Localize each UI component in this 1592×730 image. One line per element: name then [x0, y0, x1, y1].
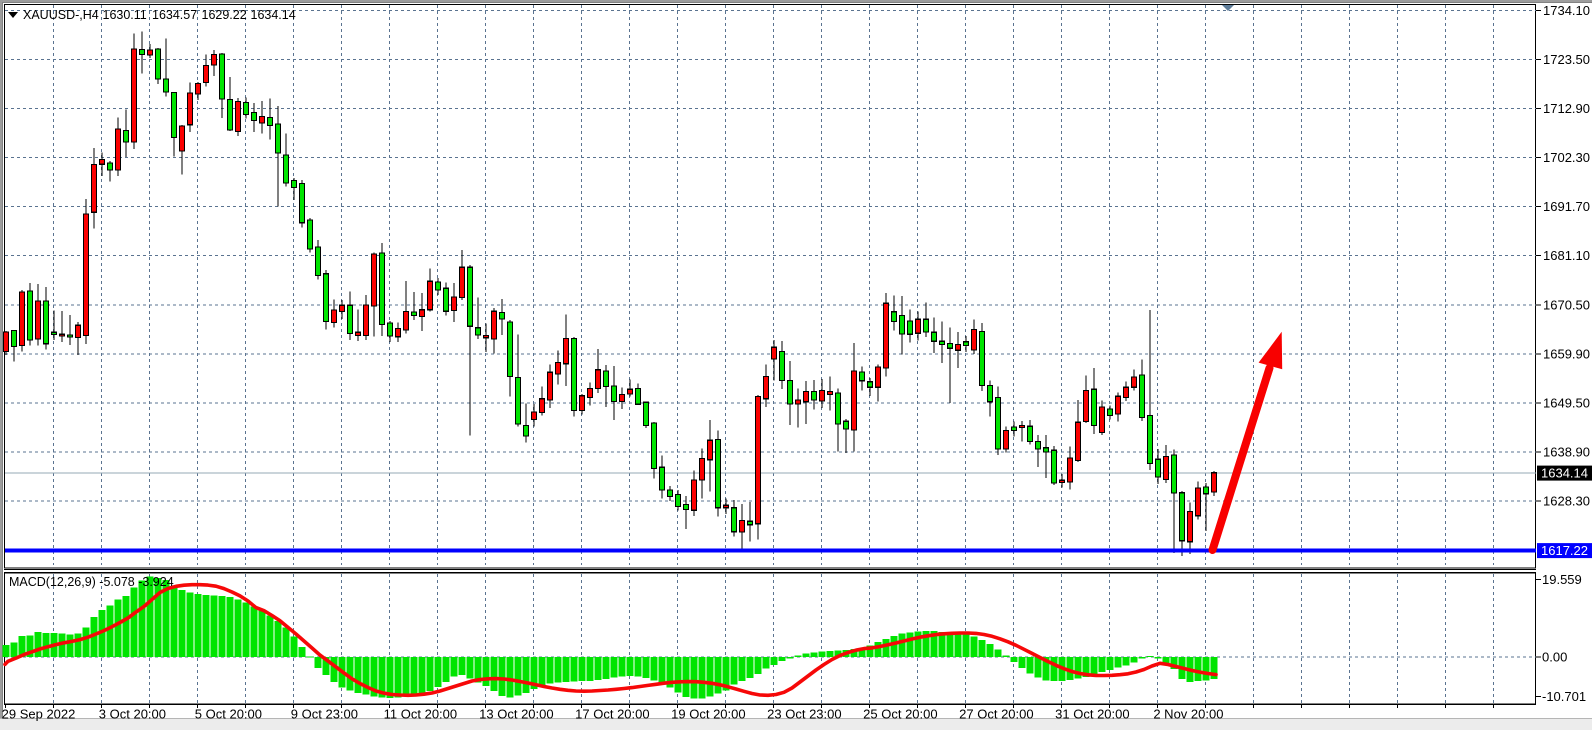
svg-text:1638.90: 1638.90 — [1543, 444, 1590, 459]
svg-text:1628.30: 1628.30 — [1543, 493, 1590, 508]
svg-text:1659.90: 1659.90 — [1543, 346, 1590, 361]
svg-text:1634.14: 1634.14 — [251, 8, 296, 22]
svg-text:1734.10: 1734.10 — [1543, 3, 1590, 18]
svg-text:1702.30: 1702.30 — [1543, 150, 1590, 165]
svg-text:1634.57: 1634.57 — [152, 8, 197, 22]
svg-text:1723.50: 1723.50 — [1543, 52, 1590, 67]
svg-text:13 Oct 20:00: 13 Oct 20:00 — [479, 707, 553, 722]
svg-text:1630.11: 1630.11 — [103, 8, 147, 22]
svg-text:XAUUSD-,H4: XAUUSD-,H4 — [23, 8, 99, 22]
svg-text:1634.14: 1634.14 — [1541, 465, 1588, 480]
svg-text:1712.90: 1712.90 — [1543, 101, 1590, 116]
svg-text:1629.22: 1629.22 — [202, 8, 247, 22]
svg-text:1681.10: 1681.10 — [1543, 248, 1590, 263]
svg-text:19 Oct 20:00: 19 Oct 20:00 — [671, 707, 745, 722]
svg-text:29 Sep 2022: 29 Sep 2022 — [2, 707, 76, 722]
svg-text:11 Oct 20:00: 11 Oct 20:00 — [384, 707, 457, 722]
svg-text:5 Oct 20:00: 5 Oct 20:00 — [195, 707, 262, 722]
svg-text:19.559: 19.559 — [1542, 572, 1582, 587]
svg-text:1670.50: 1670.50 — [1543, 297, 1590, 312]
svg-text:27 Oct 20:00: 27 Oct 20:00 — [959, 707, 1033, 722]
svg-text:9 Oct 23:00: 9 Oct 23:00 — [291, 707, 358, 722]
svg-text:3 Oct 20:00: 3 Oct 20:00 — [99, 707, 166, 722]
svg-text:17 Oct 20:00: 17 Oct 20:00 — [575, 707, 649, 722]
svg-text:23 Oct 23:00: 23 Oct 23:00 — [767, 707, 841, 722]
svg-text:-10.701: -10.701 — [1542, 689, 1586, 704]
svg-text:0.00: 0.00 — [1542, 650, 1567, 665]
svg-text:2 Nov 20:00: 2 Nov 20:00 — [1153, 707, 1223, 722]
svg-text:25 Oct 20:00: 25 Oct 20:00 — [863, 707, 937, 722]
svg-text:MACD(12,26,9) -5.078 -3.924: MACD(12,26,9) -5.078 -3.924 — [9, 575, 174, 589]
svg-text:31 Oct 20:00: 31 Oct 20:00 — [1055, 707, 1129, 722]
svg-text:1617.22: 1617.22 — [1541, 543, 1588, 558]
svg-text:1649.50: 1649.50 — [1543, 395, 1590, 410]
svg-text:1691.70: 1691.70 — [1543, 199, 1590, 214]
